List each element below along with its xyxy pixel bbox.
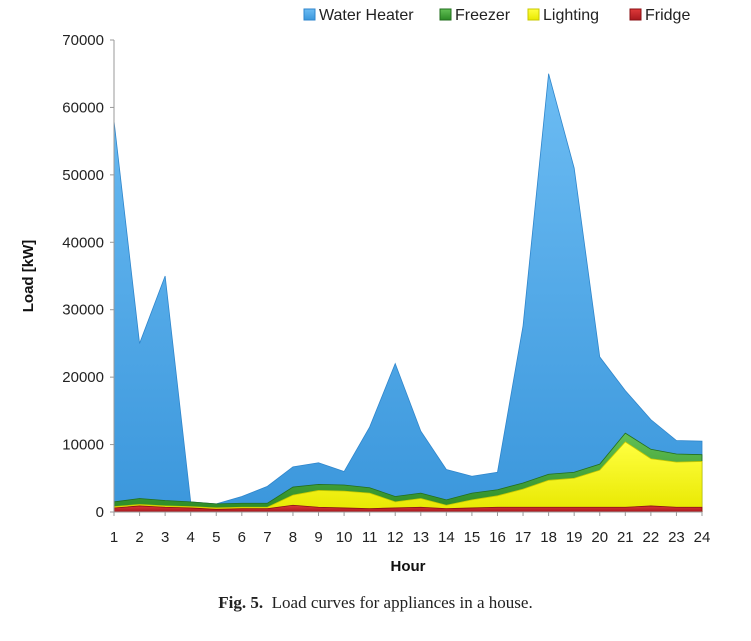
legend-swatch-fridge bbox=[629, 8, 642, 21]
y-tick-label: 60000 bbox=[62, 99, 104, 116]
x-tick-label: 21 bbox=[617, 529, 634, 546]
legend-label-freezer: Freezer bbox=[455, 7, 511, 24]
legend-swatch-water-heater bbox=[303, 8, 316, 21]
x-tick-label: 15 bbox=[464, 529, 481, 546]
x-tick-label: 19 bbox=[566, 529, 583, 546]
x-tick-label: 22 bbox=[643, 529, 660, 546]
area-water-heater bbox=[113, 73, 703, 513]
x-tick-label: 18 bbox=[540, 529, 557, 546]
y-axis-title: Load [kW] bbox=[20, 240, 37, 313]
legend-swatch-lighting bbox=[527, 8, 540, 21]
x-axis-title: Hour bbox=[391, 558, 426, 575]
x-tick-label: 23 bbox=[668, 529, 685, 546]
x-tick-label: 13 bbox=[412, 529, 429, 546]
x-tick-label: 11 bbox=[362, 529, 378, 546]
x-tick-label: 24 bbox=[694, 529, 711, 546]
y-tick-label: 10000 bbox=[62, 437, 104, 454]
y-tick-label: 70000 bbox=[62, 32, 104, 49]
figure-caption-text: Load curves for appliances in a house. bbox=[271, 593, 533, 612]
x-tick-label: 2 bbox=[135, 529, 143, 546]
x-tick-label: 7 bbox=[263, 529, 271, 546]
y-tick-label: 0 bbox=[96, 504, 104, 521]
x-tick-label: 5 bbox=[212, 529, 220, 546]
x-tick-label: 17 bbox=[515, 529, 532, 546]
y-tick-label: 20000 bbox=[62, 369, 104, 386]
x-tick-label: 10 bbox=[336, 529, 353, 546]
x-tick-label: 6 bbox=[238, 529, 246, 546]
legend-label-water-heater: Water Heater bbox=[319, 7, 414, 24]
x-tick-label: 20 bbox=[591, 529, 608, 546]
x-tick-label: 8 bbox=[289, 529, 297, 546]
figure-caption-label: Fig. 5. bbox=[218, 593, 264, 612]
y-tick-labels: 0 10000 20000 30000 40000 50000 60000 70000 bbox=[62, 32, 114, 521]
figure-caption: Fig. 5. Load curves for appliances in a … bbox=[0, 593, 751, 613]
legend-swatch-freezer bbox=[439, 8, 452, 21]
axes bbox=[113, 40, 702, 513]
x-tick-labels: 1 2 3 4 5 6 7 8 9 10 11 12 13 14 15 16 17 18 19 20 21 22 23 24 bbox=[110, 512, 711, 546]
x-tick-label: 16 bbox=[489, 529, 506, 546]
y-tick-label: 50000 bbox=[62, 167, 104, 184]
x-tick-label: 1 bbox=[110, 529, 118, 546]
x-tick-label: 3 bbox=[161, 529, 169, 546]
legend: Water Heater Freezer Lighting Fridge bbox=[303, 7, 690, 24]
legend-label-lighting: Lighting bbox=[543, 7, 599, 24]
area-fridge bbox=[113, 504, 703, 513]
legend-label-fridge: Fridge bbox=[645, 7, 690, 24]
plot-areas bbox=[113, 73, 703, 513]
y-tick-label: 40000 bbox=[62, 234, 104, 251]
x-tick-label: 4 bbox=[187, 529, 195, 546]
area-lighting bbox=[113, 441, 703, 513]
x-tick-label: 9 bbox=[314, 529, 322, 546]
x-tick-label: 14 bbox=[438, 529, 455, 546]
y-tick-label: 30000 bbox=[62, 302, 104, 319]
x-tick-label: 12 bbox=[387, 529, 404, 546]
